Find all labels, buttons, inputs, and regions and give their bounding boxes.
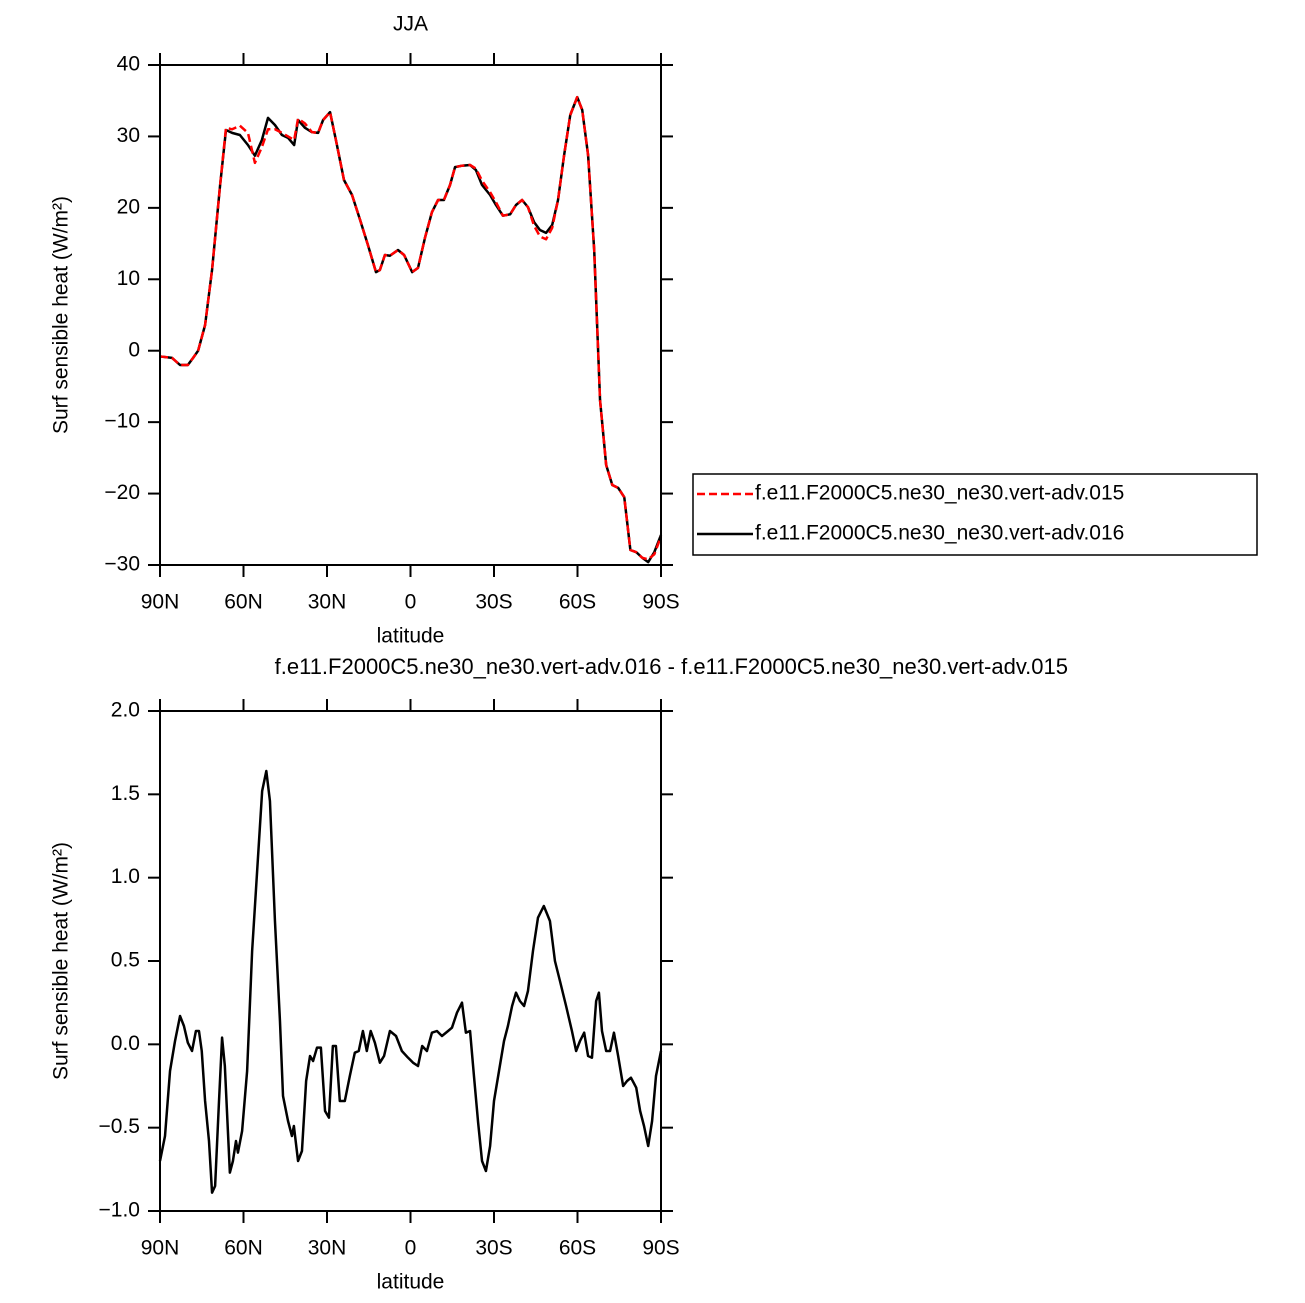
y-tick-label: −30: [104, 553, 140, 576]
y-tick-label: 30: [117, 124, 140, 147]
y-axis-label: Surf sensible heat (W/m²): [50, 196, 73, 434]
plot-frame: [159, 710, 662, 1212]
y-tick-label: 2.0: [111, 699, 140, 722]
chart-title: f.e11.F2000C5.ne30_ne30.vert-adv.016 - f…: [275, 654, 1068, 679]
x-tick-label: 30N: [308, 591, 347, 614]
legend-label: f.e11.F2000C5.ne30_ne30.vert-adv.015: [755, 482, 1124, 505]
x-tick-label: 30N: [308, 1237, 347, 1260]
y-tick-label: −0.5: [99, 1115, 140, 1138]
x-tick-label: 60N: [224, 1237, 263, 1260]
x-tick-label: 60N: [224, 591, 263, 614]
x-tick-label: 0: [405, 591, 417, 614]
y-tick-label: 0.0: [111, 1032, 140, 1055]
x-tick-label: 90N: [141, 1237, 180, 1260]
legend-box: [692, 473, 1258, 556]
y-tick-label: −1.0: [99, 1199, 140, 1222]
plot: f.e11.F2000C5.ne30_ne30.vert-adv.016 - f…: [50, 654, 1068, 1294]
y-tick-label: 40: [117, 53, 140, 76]
y-tick-label: 0.5: [111, 949, 140, 972]
x-axis-label: latitude: [377, 625, 445, 648]
y-tick-label: −20: [104, 481, 140, 504]
x-tick-label: 90N: [141, 591, 180, 614]
x-tick-label: 30S: [475, 1237, 512, 1260]
plot: JJA latitude Surf sensible heat (W/m²) −30 −…: [50, 13, 1258, 648]
x-tick-label: 60S: [559, 1237, 596, 1260]
x-tick-label: 90S: [642, 1237, 679, 1260]
y-tick-label: 20: [117, 195, 140, 218]
x-tick-label: 0: [405, 1237, 417, 1260]
plot-frame: [159, 64, 662, 566]
y-tick-label: 0: [128, 338, 140, 361]
data-line: [159, 95, 663, 561]
data-line: [159, 95, 663, 564]
data-line: [158, 769, 663, 1194]
x-tick-label: 60S: [559, 591, 596, 614]
y-tick-label: 1.5: [111, 782, 140, 805]
y-tick-label: 10: [117, 267, 140, 290]
x-tick-label: 30S: [475, 591, 512, 614]
x-tick-label: 90S: [642, 591, 679, 614]
legend-label: f.e11.F2000C5.ne30_ne30.vert-adv.016: [755, 522, 1124, 545]
x-axis-label: latitude: [377, 1271, 445, 1294]
y-axis-label: Surf sensible heat (W/m²): [50, 842, 73, 1080]
chart-title: JJA: [393, 13, 428, 36]
y-tick-label: 1.0: [111, 865, 140, 888]
y-tick-label: −10: [104, 410, 140, 433]
